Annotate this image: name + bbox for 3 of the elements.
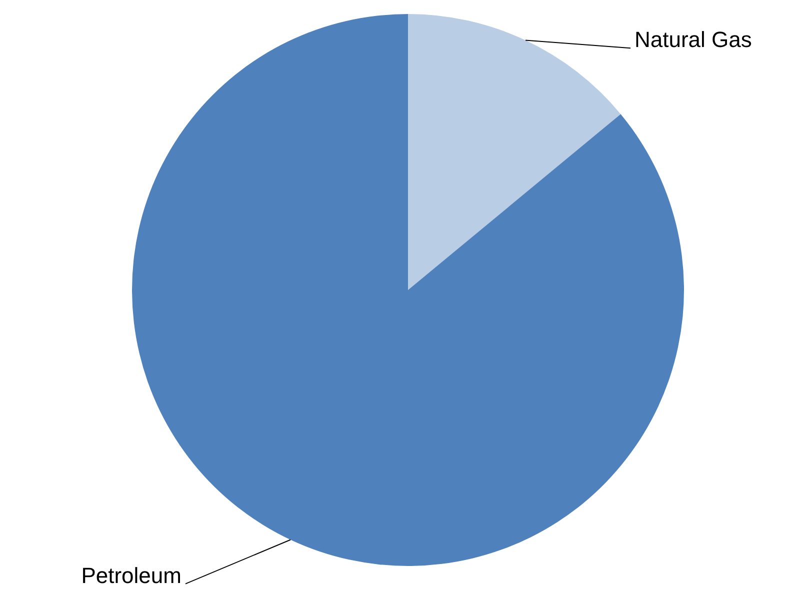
pie-slice xyxy=(408,14,621,290)
slice-label: Natural Gas xyxy=(634,27,752,52)
slice-label: Petroleum xyxy=(81,562,182,588)
